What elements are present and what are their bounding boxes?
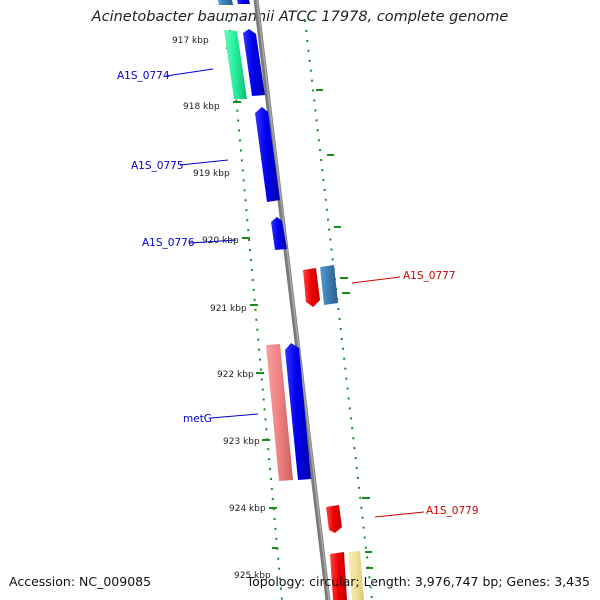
tick-922: 922 kbp [217,370,254,380]
gene-top-teal[interactable] [218,0,233,5]
gc-track [228,19,373,600]
gene-bottom-red[interactable] [330,552,347,600]
label-a1s-0776: A1S_0776 [142,237,195,249]
forward-gene-labels: A1S_0774 A1S_0775 A1S_0776 metG [117,68,259,425]
label-a1s-0774: A1S_0774 [117,70,170,82]
gene-a1s-0774-green[interactable] [224,30,247,99]
label-a1s-0779: A1S_0779 [426,505,479,517]
gene-a1s-0779[interactable] [326,505,342,533]
map-title: Acinetobacter baumannii ATCC 17978, comp… [91,9,509,25]
gene-bottom-yellow[interactable] [348,551,364,600]
accession-text: Accession: NC_009085 [9,574,152,589]
tick-923: 923 kbp [223,437,260,447]
tick-924: 924 kbp [229,504,266,514]
tick-921: 921 kbp [210,304,247,314]
gene-a1s-0776[interactable] [271,217,287,250]
gene-a1s-0777-teal[interactable] [320,265,338,305]
tick-919: 919 kbp [193,169,230,179]
gene-metg-pink[interactable] [266,344,293,481]
gene-a1s-0775[interactable] [255,107,280,202]
tick-918: 918 kbp [183,102,220,112]
label-a1s-0777: A1S_0777 [403,270,456,282]
gene-top-blue[interactable] [237,0,250,4]
reverse-gene-labels: A1S_0777 A1S_0779 [351,270,479,518]
gc-marks-right [316,89,373,569]
genome-stats-text: Topology: circular; Length: 3,976,747 bp… [246,574,590,589]
label-metg: metG [183,413,212,425]
gene-a1s-0774-blue[interactable] [243,29,265,96]
gene-a1s-0777-red[interactable] [303,268,320,307]
gene-metg-blue[interactable] [285,343,311,480]
genome-backbone [253,0,331,600]
tick-925: 925 kbp [234,571,271,581]
label-a1s-0775: A1S_0775 [131,160,184,172]
tick-917: 917 kbp [172,36,209,46]
